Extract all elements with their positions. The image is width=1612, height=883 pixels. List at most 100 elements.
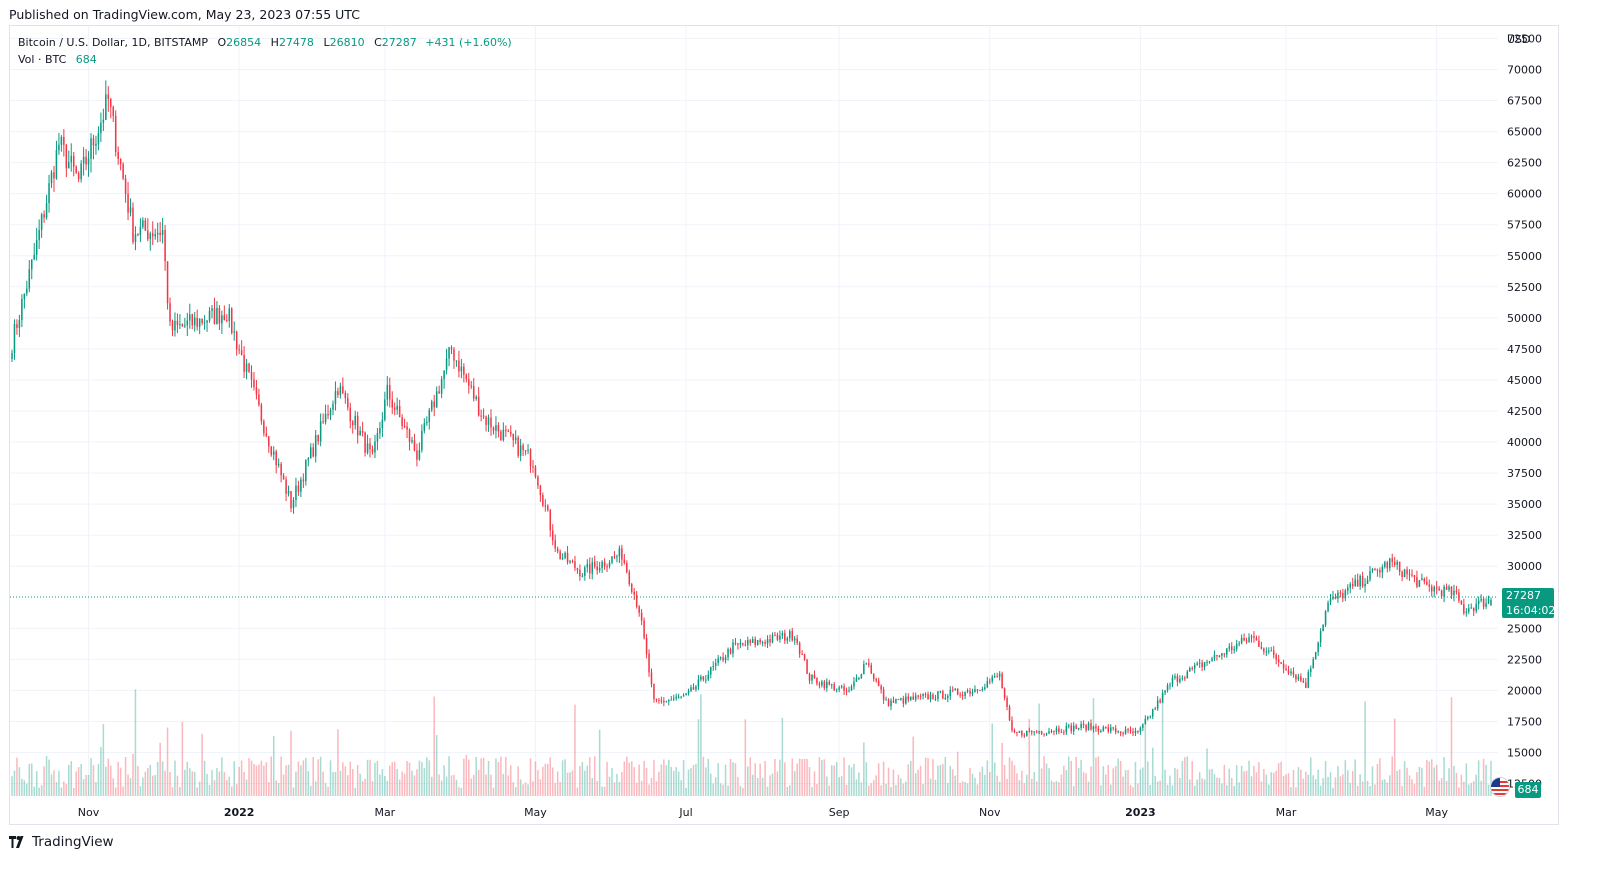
volume-bar	[855, 779, 858, 796]
candle-body	[1418, 580, 1421, 587]
candle-body	[1381, 566, 1384, 573]
volume-bar	[119, 767, 122, 796]
price-tick: 50000	[1507, 312, 1542, 325]
volume-bar	[75, 771, 77, 796]
volume-bar	[868, 785, 870, 796]
volume-bar	[1045, 763, 1048, 796]
candle-body	[709, 666, 712, 675]
volume-bar	[1065, 770, 1068, 796]
candle-body	[45, 203, 48, 218]
candle-body	[596, 566, 598, 571]
candle-body	[717, 658, 719, 663]
candle-body	[468, 379, 470, 386]
candle-body	[11, 353, 13, 359]
candle-body	[522, 445, 524, 451]
volume-bar	[571, 770, 574, 796]
candle-body	[1302, 680, 1305, 683]
volume-bar	[1285, 774, 1287, 796]
candle-body	[964, 691, 966, 696]
volume-bar	[1077, 767, 1080, 796]
candle-body	[411, 440, 413, 442]
volume-bar	[961, 781, 964, 796]
candle-body	[1161, 692, 1164, 703]
volume-bar	[875, 775, 877, 796]
volume-bar	[1169, 775, 1171, 796]
volume-bar	[574, 704, 576, 796]
time-axis[interactable]: Nov 2022 Mar May Jul Sep Nov 2023 Mar May	[78, 806, 1449, 819]
candle-body	[532, 466, 534, 468]
volume-bar	[789, 785, 791, 796]
volume-bar	[193, 771, 196, 796]
volume-bar	[450, 775, 453, 796]
candle-body	[909, 696, 912, 700]
volume-bar	[682, 759, 685, 796]
volume-title[interactable]: Vol · BTC	[18, 53, 67, 66]
candle-body	[672, 698, 675, 700]
candle-body	[1213, 654, 1216, 659]
candle-body	[1072, 725, 1075, 732]
candle-body	[144, 220, 147, 231]
us-flag-icon[interactable]	[1490, 777, 1510, 797]
volume-bar	[1485, 764, 1487, 796]
symbol-title[interactable]: Bitcoin / U.S. Dollar, 1D, BITSTAMP	[18, 36, 208, 49]
volume-bar	[690, 768, 692, 796]
candle-body	[482, 415, 485, 417]
candle-body	[1334, 596, 1337, 599]
candle-body	[124, 178, 127, 194]
candle-body	[1314, 652, 1317, 660]
candle-body	[1472, 607, 1475, 612]
candle-body	[1290, 671, 1292, 674]
candle-body	[670, 699, 673, 701]
volume-bar	[250, 760, 253, 796]
candle-body	[287, 490, 290, 494]
candle-body	[1329, 598, 1332, 603]
volume-bar	[1186, 756, 1189, 796]
candle-body	[1371, 568, 1374, 572]
volume-bar	[974, 777, 976, 796]
candle-body	[776, 635, 779, 640]
brand-name: TradingView	[32, 834, 114, 850]
candle-body	[1127, 729, 1129, 731]
volume-bar	[1176, 769, 1179, 796]
candle-body	[1285, 668, 1287, 671]
candle-body	[507, 431, 510, 433]
candle-body	[658, 699, 660, 701]
volume-bar	[1465, 763, 1468, 796]
price-tick: 37500	[1507, 467, 1542, 480]
volume-bar	[1228, 768, 1231, 796]
volume-bar	[719, 783, 722, 796]
volume-bar	[487, 760, 490, 796]
volume-bar	[907, 764, 910, 796]
volume-bar	[1240, 765, 1243, 796]
volume-bar	[551, 767, 554, 796]
candle-body	[754, 639, 756, 645]
candle-body	[796, 638, 798, 643]
chart-pane[interactable]: USD 72500 70000 67500 65000 62500 60000 57500 5…	[9, 25, 1559, 825]
volume-bar	[1302, 778, 1305, 796]
volume-bar	[564, 759, 566, 796]
volume-bar	[833, 765, 835, 796]
volume-bar	[1418, 766, 1421, 796]
candle-body	[181, 324, 184, 326]
volume-bar	[53, 770, 55, 796]
candle-body	[129, 207, 132, 213]
tradingview-brand[interactable]: TradingView	[9, 834, 114, 850]
volume-bar	[658, 771, 660, 796]
candle-body	[317, 435, 319, 442]
candle-body	[75, 166, 77, 173]
price-axis[interactable]: 72500 70000 67500 65000 62500 60000 57500 55000…	[1507, 32, 1542, 790]
candle-body	[919, 695, 922, 697]
currency-label: USD	[1507, 33, 1531, 46]
volume-bar	[149, 764, 152, 796]
chart-canvas[interactable]: USD 72500 70000 67500 65000 62500 60000 57500 5…	[10, 26, 1559, 825]
volume-bar	[781, 717, 784, 796]
low-key: L	[323, 36, 330, 49]
volume-bar	[309, 785, 312, 796]
volume-bar	[1112, 768, 1114, 796]
volume-bar	[1097, 756, 1100, 796]
candle-body	[1156, 700, 1159, 709]
candle-body	[1354, 579, 1356, 587]
volume-bar	[845, 785, 848, 796]
candle-body	[238, 349, 240, 351]
candle-body	[1448, 586, 1450, 590]
